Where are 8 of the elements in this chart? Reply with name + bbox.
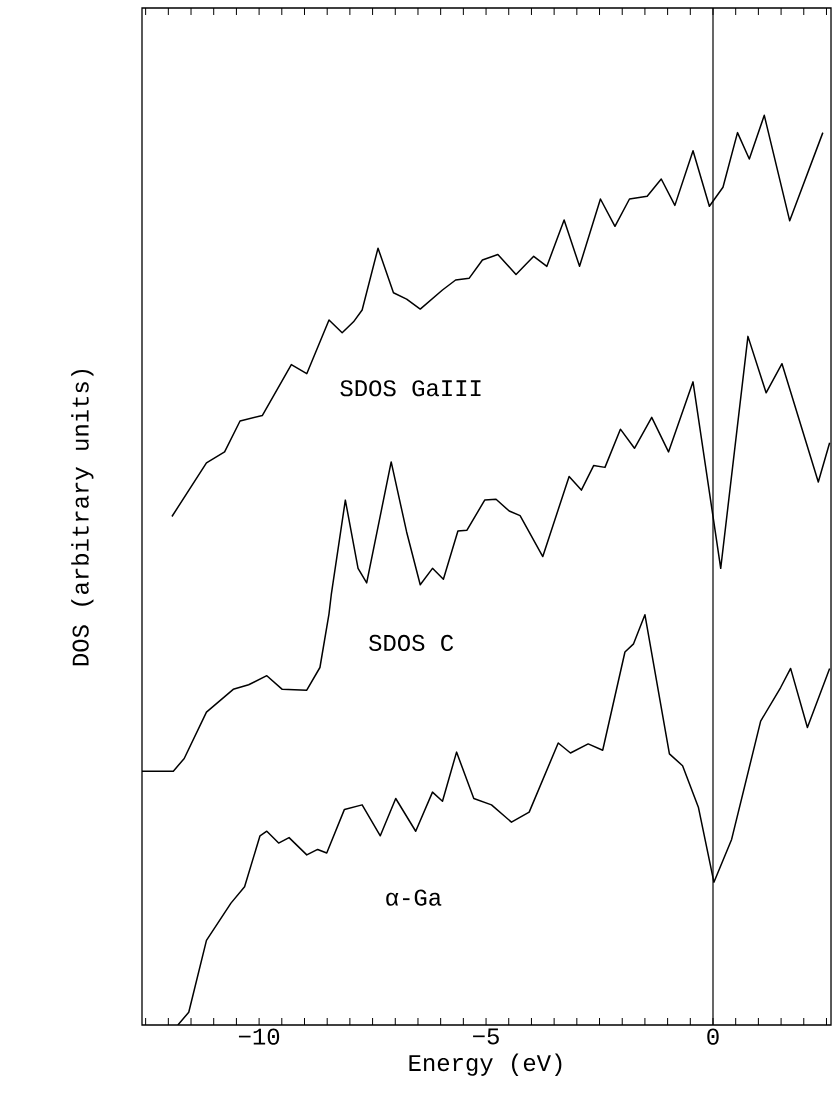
text: α-Ga [386,889,442,906]
x-tick-label: −5 [473,1028,499,1045]
x-tick-label: −10 [238,1028,280,1045]
series-label: SDOS C [369,634,454,652]
y-axis-title: DOS (arbitrary units) [71,369,94,666]
x-axis-title: Energy (eV) [409,1053,562,1076]
x-tick-label: 0 [707,1028,719,1045]
series-label: SDOS GaIII [340,380,481,397]
